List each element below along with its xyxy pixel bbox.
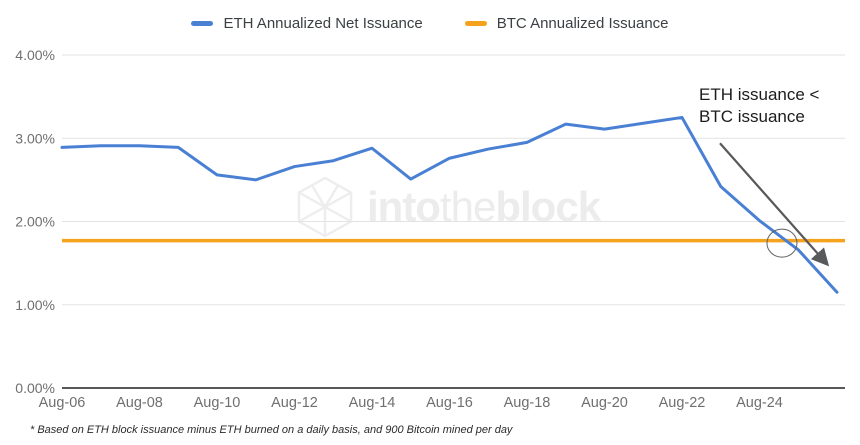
x-tick-label: Aug-10: [194, 395, 241, 411]
watermark-into: into: [367, 183, 441, 230]
x-tick-label: Aug-24: [736, 395, 783, 411]
legend-label-eth: ETH Annualized Net Issuance: [223, 15, 423, 32]
x-tick-label: Aug-12: [271, 395, 318, 411]
intotheblock-logo-icon: [297, 176, 353, 238]
watermark: intotheblock: [296, 176, 601, 238]
btc-series-swatch-icon: [464, 21, 487, 26]
x-tick-label: Aug-22: [659, 395, 706, 411]
x-tick-label: Aug-08: [116, 395, 163, 411]
annotation-line-2: BTC issuance: [699, 106, 805, 126]
x-tick-label: Aug-06: [39, 395, 86, 411]
down-arrow-icon: [719, 142, 830, 267]
crossing-circle: [766, 228, 798, 258]
eth-series-swatch-icon: [191, 21, 214, 26]
legend-label-btc: BTC Annualized Issuance: [496, 15, 669, 32]
annotation-line-1: ETH issuance <: [699, 85, 820, 104]
watermark-text: intotheblock: [367, 183, 601, 230]
watermark-the: the: [439, 183, 496, 230]
legend-item-btc: BTC Annualized Issuance: [464, 15, 669, 32]
footnote: * Based on ETH block issuance minus ETH …: [30, 424, 513, 436]
x-tick-label: Aug-20: [581, 395, 628, 411]
y-tick-label: 2.00%: [15, 214, 55, 230]
chart-annotation: ETH issuance < BTC issuance: [699, 84, 819, 127]
y-tick-label: 4.00%: [15, 47, 55, 63]
y-tick-label: 0.00%: [15, 380, 55, 396]
x-tick-label: Aug-16: [426, 395, 473, 411]
eth-issuance-line: [60, 115, 839, 294]
x-tick-label: Aug-18: [504, 395, 551, 411]
legend: ETH Annualized Net Issuance BTC Annualiz…: [0, 15, 860, 32]
y-tick-label: 3.00%: [15, 130, 55, 146]
legend-item-eth: ETH Annualized Net Issuance: [191, 15, 423, 32]
watermark-block: block: [495, 183, 601, 230]
y-tick-label: 1.00%: [15, 297, 55, 313]
x-tick-label: Aug-14: [349, 395, 396, 411]
